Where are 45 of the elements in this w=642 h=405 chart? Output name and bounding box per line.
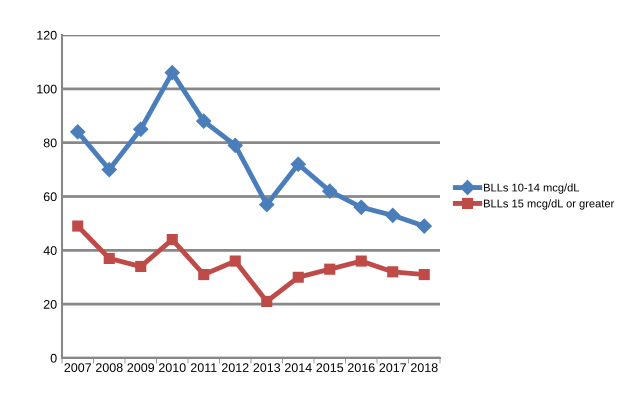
y-tick-label: 0 bbox=[50, 354, 57, 363]
point bbox=[230, 256, 241, 267]
point bbox=[354, 200, 369, 215]
point bbox=[385, 208, 400, 223]
y-tick-label: 40 bbox=[44, 246, 57, 255]
legend-label: BLLs 15 mcg/dL or greater bbox=[484, 199, 614, 210]
x-tick-label: 2017 bbox=[379, 363, 406, 372]
x-tick-label: 2014 bbox=[284, 363, 312, 372]
point bbox=[322, 184, 338, 199]
point bbox=[356, 256, 367, 267]
point bbox=[104, 252, 115, 264]
point bbox=[324, 264, 336, 275]
x-tick-label: 2015 bbox=[316, 363, 344, 372]
point bbox=[164, 65, 180, 80]
y-tick-label: 120 bbox=[37, 30, 57, 40]
point bbox=[70, 124, 86, 140]
point bbox=[198, 269, 210, 280]
point bbox=[102, 162, 117, 178]
x-tick-label: 2009 bbox=[127, 363, 154, 372]
x-tick-label: 2016 bbox=[348, 363, 375, 372]
x-tick-label: 2007 bbox=[64, 363, 92, 372]
x-tick-label: 2012 bbox=[222, 363, 249, 372]
point bbox=[418, 269, 430, 280]
point bbox=[166, 234, 178, 246]
legend-label: BLLs 10-14 mcg/dL bbox=[484, 183, 580, 194]
y-tick-label: 60 bbox=[44, 192, 57, 202]
x-tick-label: 2008 bbox=[96, 363, 123, 372]
point bbox=[133, 122, 148, 137]
point bbox=[387, 266, 398, 278]
y-tick-label: 80 bbox=[44, 138, 57, 148]
point bbox=[135, 260, 146, 272]
x-tick-label: 2013 bbox=[253, 363, 280, 372]
point bbox=[292, 272, 304, 283]
x-tick-label: 2018 bbox=[410, 363, 438, 372]
point bbox=[261, 296, 272, 308]
point bbox=[259, 197, 274, 212]
y-tick-label: 100 bbox=[37, 84, 57, 94]
y-tick-label: 20 bbox=[44, 300, 57, 309]
x-tick-label: 2010 bbox=[158, 363, 186, 372]
point bbox=[196, 114, 212, 129]
x-tick-label: 2011 bbox=[190, 363, 217, 372]
point bbox=[290, 156, 306, 172]
point bbox=[416, 218, 432, 234]
point bbox=[228, 138, 243, 153]
point bbox=[72, 220, 84, 232]
